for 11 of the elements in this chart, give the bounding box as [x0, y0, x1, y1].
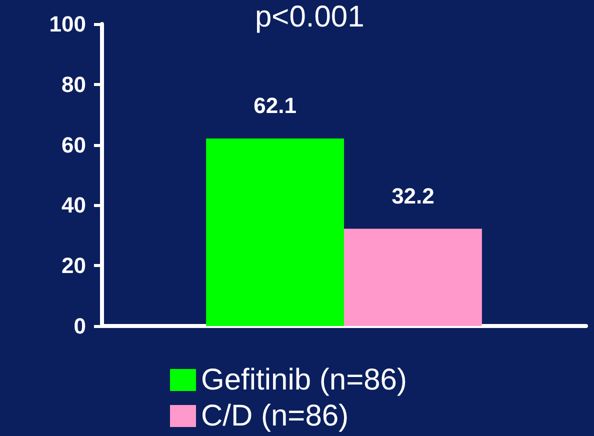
y-tick-label: 60: [62, 132, 86, 158]
y-tick-label: 40: [62, 192, 86, 218]
legend-label: C/D (n=86): [201, 400, 349, 432]
data-label: 32.2: [392, 183, 434, 208]
y-tick-label: 80: [62, 72, 86, 97]
data-label: 62.1: [254, 92, 296, 118]
y-tick-label: 0: [74, 314, 86, 338]
y-tick-label: 20: [62, 253, 86, 278]
annotation: p<0.001: [255, 0, 364, 34]
legend-label: Gefitinib (n=86): [201, 364, 407, 396]
y-tick-label: 100: [49, 12, 86, 36]
